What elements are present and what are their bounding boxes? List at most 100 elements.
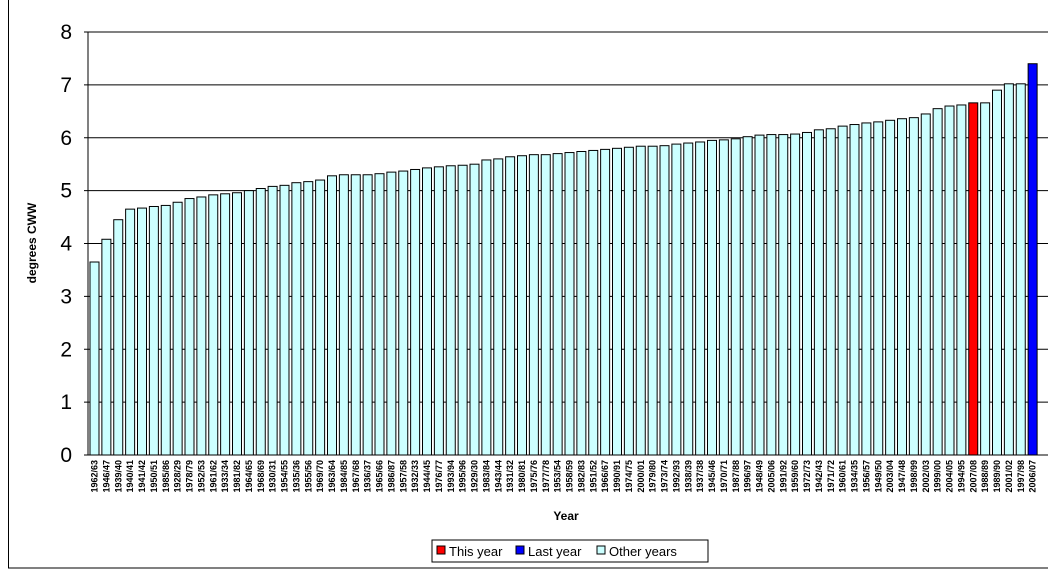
x-tick-label: 1942/43 [814, 460, 824, 493]
bars [89, 63, 1038, 456]
bar-1987-88 [730, 138, 741, 456]
bar-2006-07 [1027, 63, 1038, 456]
x-tick-label: 1998/99 [909, 460, 919, 493]
x-tick-label: 1975/76 [529, 460, 539, 493]
x-tick-label: 1964/65 [244, 460, 254, 493]
x-tick-label: 1952/53 [196, 460, 206, 493]
bar-1937-38 [695, 141, 706, 456]
bar-1948-49 [754, 134, 765, 456]
bar-1956-57 [861, 122, 872, 456]
chart-frame [8, 0, 1048, 569]
x-tick-label: 1960/61 [838, 460, 848, 493]
x-tick-label: 1953/54 [553, 460, 563, 493]
bar-1933-34 [220, 193, 231, 456]
bar-1941-42 [137, 207, 147, 456]
bar-1934-35 [849, 124, 860, 456]
x-tick-label: 1981/82 [232, 460, 242, 493]
x-tick-label: 1997/98 [1016, 460, 1026, 493]
bar-1936-37 [362, 174, 373, 456]
bar-1980-81 [517, 155, 527, 456]
bar-1965-66 [374, 173, 385, 456]
x-tick-label: 1932/33 [410, 460, 420, 493]
y-tick-label: 7 [60, 74, 72, 97]
x-tick-label: 1943/44 [493, 460, 503, 493]
x-tick-label: 1978/79 [185, 460, 195, 493]
bar-1990-91 [612, 147, 622, 456]
bar-1962-63 [89, 261, 100, 456]
x-tick-label: 1968/69 [256, 460, 266, 493]
x-tick-label: 1966/67 [600, 460, 610, 493]
x-tick-label: 1946/47 [101, 460, 111, 493]
bar-1994-95 [956, 104, 967, 456]
bar-1947-48 [897, 118, 907, 456]
x-tick-label: 1987/88 [731, 460, 741, 493]
bar-1977-78 [540, 154, 551, 456]
x-tick-label: 1972/73 [802, 460, 812, 493]
x-tick-label: 1958/59 [565, 460, 575, 493]
x-tick-label: 1986/87 [386, 460, 396, 493]
bar-1928-29 [172, 201, 183, 456]
bar-2003-04 [885, 119, 896, 456]
bar-1997-98 [1015, 83, 1026, 456]
x-tick-label: 1977/78 [541, 460, 551, 493]
bar-1967-68 [350, 174, 361, 456]
x-tick-label: 1984/85 [339, 460, 349, 493]
bar-1932-33 [410, 168, 421, 456]
bar-1978-79 [184, 198, 195, 456]
x-tick-label: 1962/63 [90, 460, 100, 493]
bar-1935-36 [291, 182, 302, 456]
bar-1939-40 [113, 219, 124, 456]
bar-1989-90 [992, 89, 1002, 456]
bar-2002-03 [920, 113, 931, 456]
bar-1992-93 [671, 143, 682, 456]
x-tick-label: 1982/83 [576, 460, 586, 493]
bar-1972-73 [802, 131, 812, 456]
bar-1985-86 [160, 204, 171, 456]
x-tick-label: 1988/89 [980, 460, 990, 493]
bar-1959-60 [790, 133, 801, 456]
legend-label-other-years: Other years [609, 544, 677, 559]
bar-1969-70 [315, 179, 326, 456]
bar-1938-39 [683, 142, 694, 456]
bar-1966-67 [600, 148, 611, 456]
bar-1986-87 [386, 171, 397, 456]
y-tick-label: 3 [60, 285, 72, 308]
bar-1983-84 [481, 159, 492, 456]
x-tick-label: 1935/36 [291, 460, 301, 493]
bar-1949-50 [873, 121, 884, 456]
x-tick-label: 1985/86 [161, 460, 171, 493]
x-tick-label: 1950/51 [149, 460, 159, 493]
y-axis-title: degrees CWW [25, 202, 39, 283]
x-tick-label: 1999/00 [933, 460, 943, 493]
legend-swatch-this-year [436, 545, 446, 555]
x-tick-label: 2007/08 [968, 460, 978, 493]
x-tick-label: 1992/93 [671, 460, 681, 493]
bar-1998-99 [908, 117, 919, 456]
bar-1951-52 [588, 149, 599, 456]
x-tick-label: 1971/72 [826, 460, 836, 493]
bar-1976-77 [433, 166, 444, 456]
bar-1942-43 [813, 129, 824, 456]
x-tick-label: 1934/35 [850, 460, 860, 493]
x-tick-label: 1937/38 [695, 460, 705, 493]
bar-1931-32 [505, 156, 516, 456]
x-tick-label: 1965/66 [375, 460, 385, 493]
bar-1929-30 [469, 163, 480, 456]
x-tick-label: 1938/39 [683, 460, 693, 493]
x-tick-label: 1961/62 [208, 460, 218, 493]
bar-1988-89 [980, 102, 991, 456]
bar-1945-46 [707, 139, 717, 456]
x-tick-label: 1970/71 [719, 460, 729, 493]
x-tick-label: 1967/68 [351, 460, 361, 493]
x-tick-label: 2003/04 [885, 460, 895, 493]
x-tick-label: 1995/96 [458, 460, 468, 493]
x-tick-label: 1929/30 [470, 460, 480, 493]
bar-1957-58 [398, 170, 409, 456]
bar-2007-08 [968, 102, 979, 456]
legend-box [431, 539, 709, 563]
bar-1950-51 [148, 205, 159, 456]
bar-1970-71 [718, 139, 729, 456]
x-tick-label: 2006/07 [1028, 460, 1038, 493]
bar-1995-96 [457, 164, 468, 456]
